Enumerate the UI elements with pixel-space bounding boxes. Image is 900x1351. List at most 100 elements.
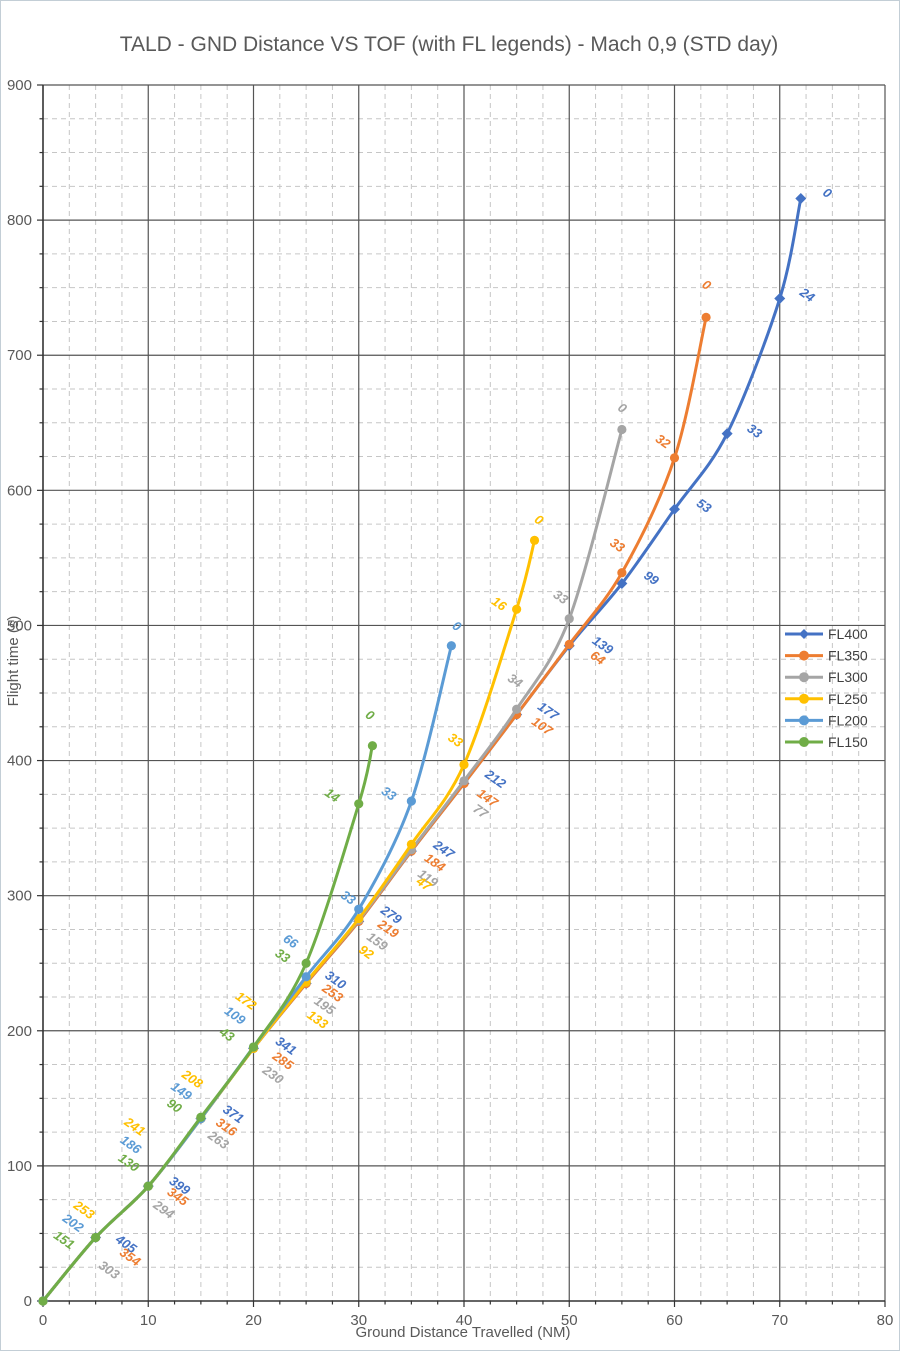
legend-marker-icon (799, 693, 809, 704)
y-tick-label: 200 (7, 1023, 32, 1040)
axes: 0 10 20 30 40 50 60 70 8001002003004005006007008… (7, 77, 893, 1329)
marker-FL250 (406, 839, 416, 849)
data-label-FL400: 0 (820, 185, 835, 202)
data-label-FL350: 32 (653, 431, 674, 452)
marker-FL400 (616, 578, 628, 590)
data-label-FL250: 0 (532, 511, 547, 528)
x-tick-label: 10 (140, 1312, 157, 1329)
marker-FL350 (701, 312, 711, 322)
marker-FL200 (406, 796, 416, 806)
marker-FL300 (512, 704, 522, 714)
x-tick-label: 60 (666, 1312, 683, 1329)
series-lines (37, 192, 807, 1307)
data-label-FL150: 43 (216, 1023, 238, 1045)
marker-FL300 (564, 614, 574, 624)
legend-label-FL250: FL250 (828, 691, 868, 707)
y-tick-label: 100 (7, 1158, 32, 1175)
data-label-FL300: 33 (551, 587, 572, 608)
data-label-FL150: 14 (322, 785, 343, 806)
legend-marker-icon (799, 650, 809, 661)
marker-FL200 (354, 904, 364, 914)
chart-title: TALD - GND Distance VS TOF (with FL lege… (120, 33, 779, 56)
legend-marker-icon (799, 672, 809, 683)
data-label-FL250: 16 (489, 593, 510, 614)
legend-item-FL350: FL350 (785, 648, 868, 664)
x-tick-label: 30 (350, 1312, 367, 1329)
marker-FL200 (301, 972, 311, 982)
marker-FL400 (669, 503, 680, 515)
legend-item-FL200: FL200 (785, 712, 868, 728)
data-labels: 4053993713413102792472121771399953332403… (51, 185, 835, 1283)
marker-FL150 (248, 1042, 259, 1052)
y-tick-label: 0 (24, 1293, 32, 1310)
marker-FL400 (721, 428, 733, 440)
data-label-FL200: 33 (379, 783, 400, 804)
marker-FL400 (795, 192, 807, 204)
data-label-FL150: 130 (116, 1150, 143, 1175)
x-tick-label: 50 (561, 1312, 578, 1329)
marker-FL150 (354, 799, 364, 809)
marker-FL200 (446, 641, 456, 651)
y-tick-label: 600 (7, 482, 32, 499)
legend-label-FL150: FL150 (828, 734, 868, 750)
marker-FL300 (617, 424, 627, 435)
x-tick-label: 20 (245, 1312, 262, 1329)
legend-item-FL300: FL300 (785, 669, 868, 685)
series-line-FL350 (41, 315, 708, 1303)
series-line-FL150 (41, 744, 374, 1303)
marker-FL150 (196, 1112, 206, 1122)
marker-FL350 (669, 453, 680, 463)
series-line-FL400 (41, 197, 803, 1303)
data-label-FL300: 0 (615, 400, 630, 417)
marker-FL150 (91, 1232, 101, 1243)
y-tick-label: 800 (7, 212, 32, 229)
data-label-FL250: 33 (445, 730, 466, 751)
gridlines (43, 84, 886, 1301)
x-axis-title: Ground Distance Travelled (NM) (355, 1324, 570, 1341)
marker-FL150 (38, 1296, 48, 1306)
legend-marker-icon (799, 737, 809, 747)
marker-FL250 (354, 914, 364, 924)
legend-label-FL200: FL200 (828, 712, 868, 728)
y-tick-label: 500 (7, 617, 32, 634)
data-label-FL400: 53 (694, 495, 715, 516)
marker-FL350 (617, 568, 627, 578)
legend-item-FL400: FL400 (785, 626, 868, 642)
y-tick-label: 300 (7, 888, 32, 905)
marker-FL400 (774, 292, 786, 304)
marker-FL250 (459, 760, 469, 770)
y-tick-label: 400 (7, 753, 32, 770)
x-tick-label: 70 (771, 1312, 788, 1329)
data-label-FL400: 33 (744, 421, 765, 442)
legend-item-FL250: FL250 (785, 691, 868, 707)
marker-FL150 (367, 741, 378, 751)
data-label-FL400: 99 (641, 568, 662, 589)
data-label-FL300: 303 (96, 1257, 123, 1282)
legend-marker-icon (799, 715, 809, 726)
series-line-FL200 (41, 644, 453, 1303)
marker-FL350 (564, 639, 574, 649)
data-label-FL350: 33 (607, 535, 628, 556)
legend-label-FL300: FL300 (828, 669, 868, 685)
marker-FL250 (529, 535, 540, 545)
legend-item-FL150: FL150 (785, 734, 868, 750)
y-tick-label: 700 (7, 347, 32, 364)
x-tick-label: 0 (39, 1312, 47, 1329)
data-label-FL300: 34 (505, 670, 526, 691)
x-tick-label: 40 (456, 1312, 473, 1329)
data-label-FL150: 0 (363, 707, 378, 724)
y-axis-title: Flight time (s) (5, 616, 22, 707)
legend: FL400 FL350 FL300 FL250 FL200 FL150 (785, 626, 868, 750)
data-label-FL400: 24 (796, 284, 818, 306)
marker-FL150 (143, 1181, 153, 1191)
data-label-FL200: 33 (338, 887, 359, 908)
y-tick-label: 900 (7, 77, 32, 94)
legend-label-FL400: FL400 (828, 626, 868, 642)
x-tick-label: 80 (877, 1312, 894, 1329)
data-label-FL200: 0 (450, 618, 465, 635)
series-line-FL250 (41, 538, 536, 1303)
marker-FL300 (459, 776, 469, 786)
legend-marker-icon (799, 629, 809, 639)
